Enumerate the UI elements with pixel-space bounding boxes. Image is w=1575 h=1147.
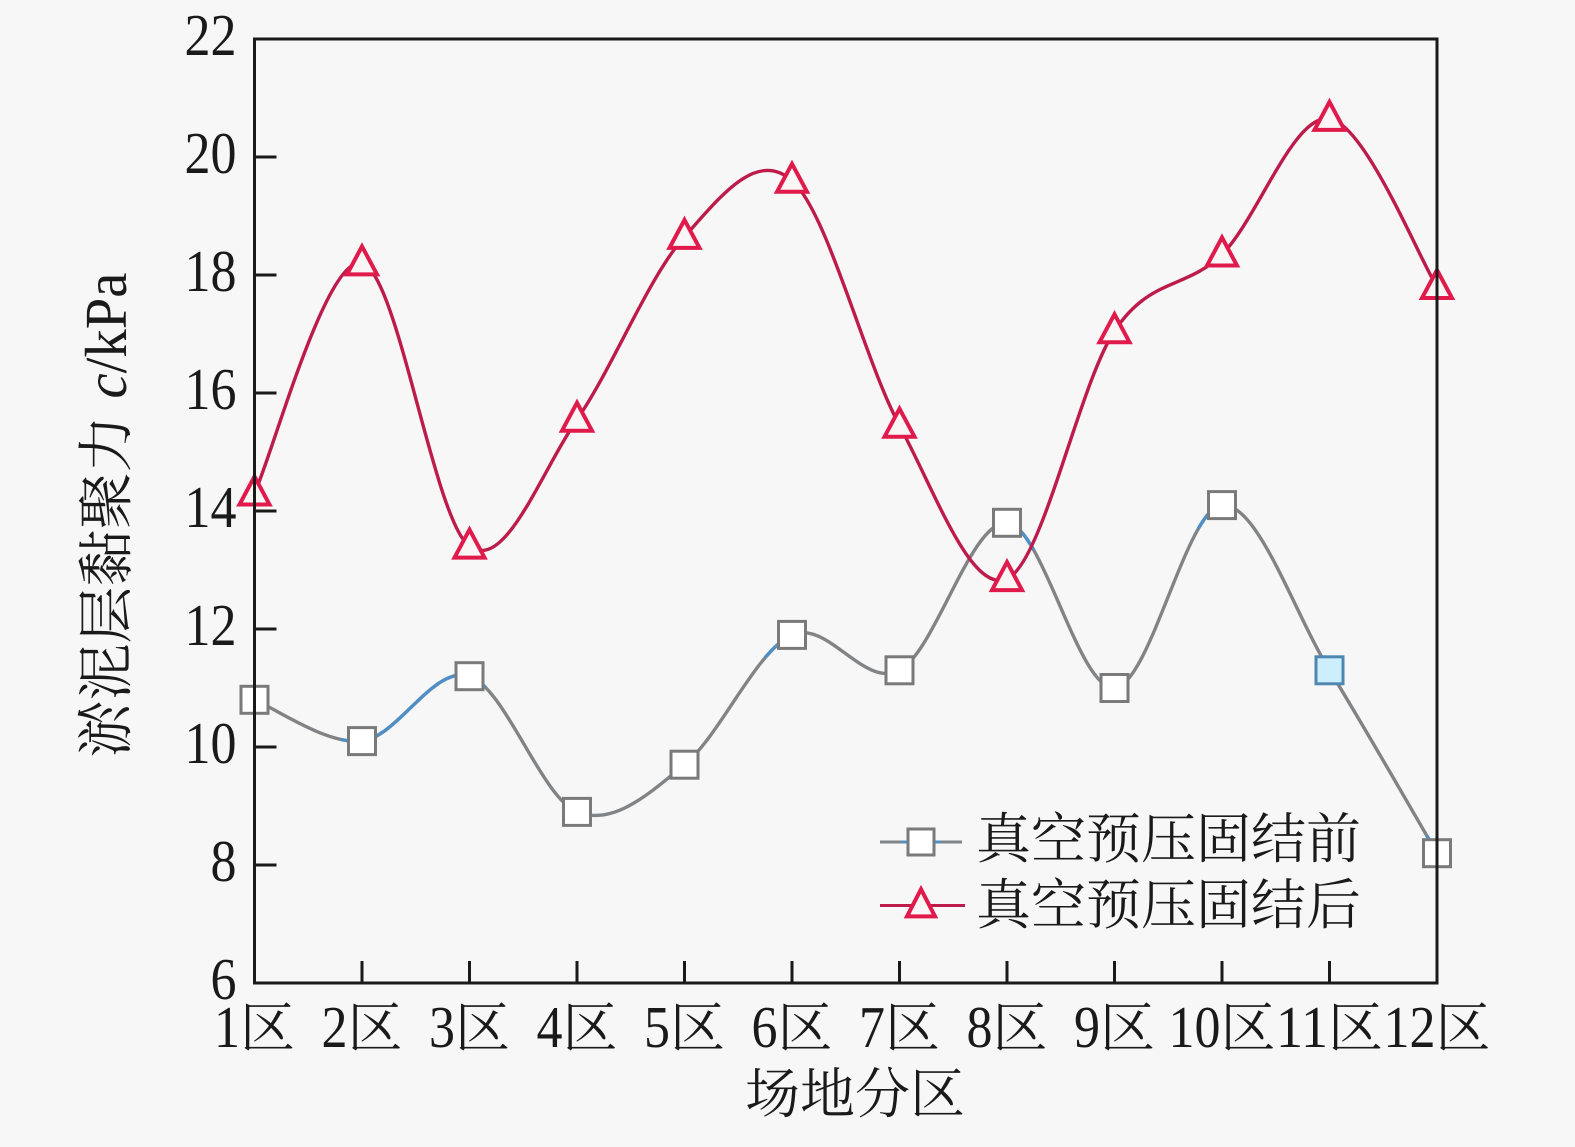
svg-text:6: 6 <box>752 994 778 1060</box>
svg-text:20: 20 <box>185 120 237 186</box>
svg-text:1: 1 <box>214 994 240 1060</box>
svg-text:22: 22 <box>185 2 237 68</box>
svg-text:14: 14 <box>185 474 237 540</box>
svg-text:2: 2 <box>322 994 348 1060</box>
svg-text:5: 5 <box>644 994 670 1060</box>
svg-text:16: 16 <box>185 356 237 422</box>
svg-text:c/kPa: c/kPa <box>73 273 139 399</box>
svg-text:10: 10 <box>1169 994 1221 1060</box>
svg-text:8: 8 <box>211 828 237 894</box>
svg-text:8: 8 <box>967 994 993 1060</box>
svg-text:6: 6 <box>211 946 237 1012</box>
svg-text:3: 3 <box>429 994 455 1060</box>
svg-text:9: 9 <box>1074 994 1100 1060</box>
svg-text:7: 7 <box>859 994 885 1060</box>
svg-text:18: 18 <box>185 238 237 304</box>
svg-text:12: 12 <box>1384 994 1436 1060</box>
svg-text:12: 12 <box>185 592 237 658</box>
svg-text:4: 4 <box>537 994 563 1060</box>
svg-text:11: 11 <box>1276 994 1328 1060</box>
svg-text:10: 10 <box>185 710 237 776</box>
